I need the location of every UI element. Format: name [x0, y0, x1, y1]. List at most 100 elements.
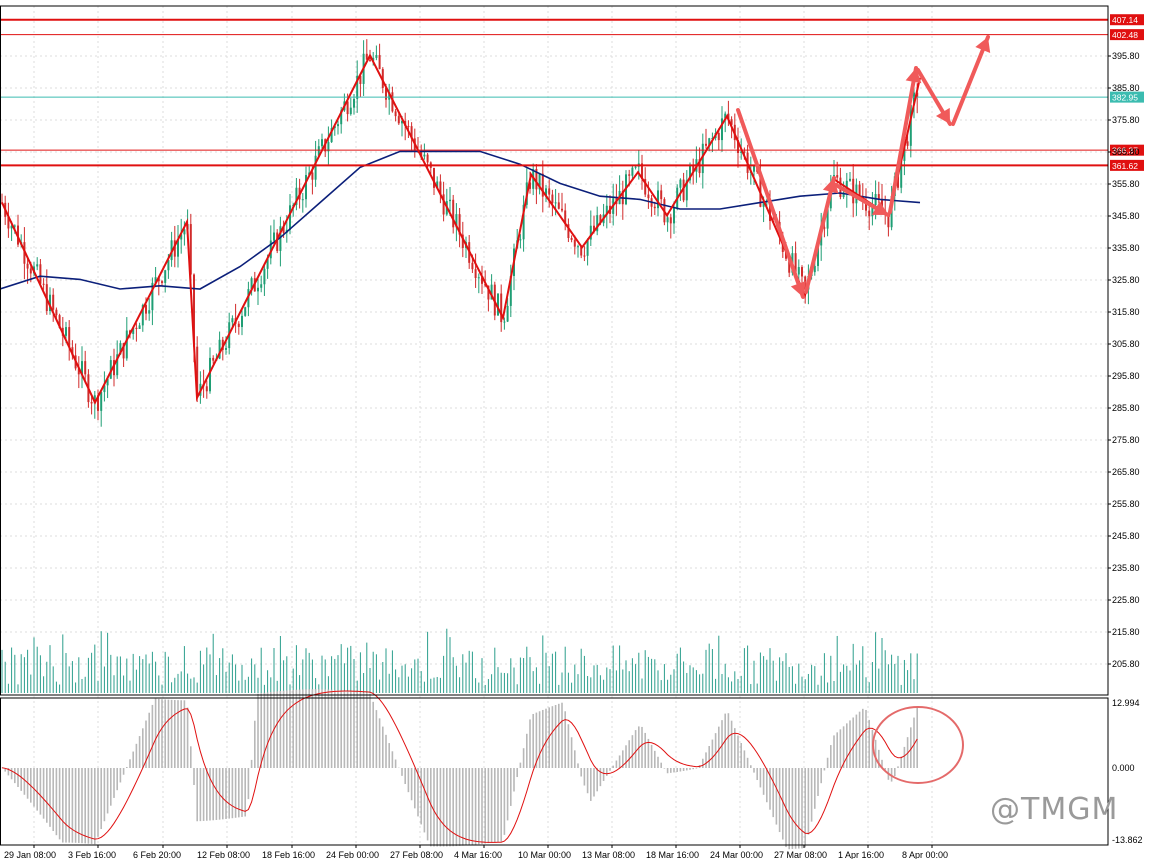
candle-body [669, 217, 672, 224]
level-366-tag-bg [1110, 144, 1144, 156]
macd-highlight-circle [872, 706, 964, 784]
projection-arrows [736, 35, 991, 299]
arrow-up-2 [888, 66, 922, 214]
candle-body [113, 360, 115, 376]
candle-body [679, 179, 682, 188]
candle-body [426, 154, 429, 163]
candle-body [541, 173, 544, 197]
candle-body [71, 347, 74, 356]
candle-body [13, 225, 16, 227]
candle-body [506, 305, 509, 322]
candle-body [813, 265, 816, 273]
candle-body [26, 263, 29, 269]
candle-body [455, 214, 458, 228]
candle-body [391, 92, 394, 112]
candle-body [151, 282, 154, 311]
candle-body [503, 321, 506, 323]
candle-body [442, 194, 445, 215]
level-current-tag-bg [1110, 91, 1144, 103]
price-tick-label: 235.80 [1112, 563, 1140, 573]
candle-body [538, 173, 541, 190]
time-tick-label: 24 Mar 00:00 [710, 850, 763, 859]
candle-body [145, 305, 147, 314]
candle-body [177, 239, 179, 257]
price-tick-label: 265.80 [1112, 467, 1140, 477]
candle-body [685, 180, 688, 201]
candle-body [605, 205, 608, 215]
candle-body [180, 234, 183, 240]
candle-body [138, 325, 141, 329]
candle-body [631, 167, 634, 176]
arrow-up-3-head [975, 37, 991, 53]
time-tick-label: 27 Mar 08:00 [774, 850, 827, 859]
candle-body [535, 168, 538, 190]
candle-body [545, 188, 547, 197]
candle-body [887, 214, 890, 228]
arrow-up-2-head [905, 68, 922, 84]
candle-body [385, 87, 387, 100]
candle-body [554, 202, 557, 204]
candle-body [148, 310, 151, 314]
candle-body [634, 166, 637, 168]
candle-body [529, 182, 531, 189]
price-tick-label: 365.80 [1112, 147, 1140, 157]
candle-body [897, 176, 899, 188]
price-tick-label: 385.80 [1112, 83, 1140, 93]
time-tick-label: 10 Mar 00:00 [518, 850, 571, 859]
price-tick-label: 205.80 [1112, 659, 1140, 669]
candle-body [125, 330, 128, 359]
candle-body [356, 75, 359, 99]
candle-body [580, 246, 583, 256]
candle-body [375, 55, 378, 58]
candle-body [10, 225, 13, 229]
arrow-down-3 [916, 68, 952, 126]
time-tick-label: 18 Mar 16:00 [646, 850, 699, 859]
candle-body [477, 277, 480, 279]
candle-body [692, 165, 695, 172]
candle-body [660, 190, 663, 200]
candle-body [647, 194, 650, 199]
candle-body [39, 264, 42, 284]
candle-body [7, 216, 10, 229]
candle-body [596, 215, 599, 232]
candle-body [762, 201, 765, 207]
candle-body [132, 327, 135, 334]
candle-body [372, 57, 375, 61]
candle-body [689, 165, 691, 181]
candle-body [279, 226, 282, 251]
candle-body [42, 283, 45, 285]
candle-body [909, 104, 912, 146]
candle-body [653, 206, 656, 209]
price-tick-label: 245.80 [1112, 531, 1140, 541]
candle-body [97, 395, 99, 411]
macd-zero-label: 0.000 [1112, 763, 1135, 773]
time-tick-label: 1 Apr 16:00 [838, 850, 884, 859]
candle-body [490, 284, 493, 300]
candle-body [196, 346, 199, 396]
candle-body [877, 194, 880, 200]
candle-body [900, 160, 903, 188]
candle-body [237, 323, 240, 327]
candle-body [593, 225, 595, 232]
candle-body [257, 287, 259, 292]
candle-body [266, 258, 269, 269]
candle-body [84, 361, 87, 375]
candle-body [724, 113, 727, 119]
candle-body [737, 140, 739, 153]
candle-body [317, 146, 320, 156]
candle-body [500, 293, 503, 323]
candle-body [359, 75, 362, 84]
candle-body [289, 205, 291, 230]
candle-body [551, 194, 554, 204]
horizontal-levels[interactable]: 407.14 402.48 382.95 366.37 361.62 [0, 14, 1144, 171]
candle-body [327, 142, 330, 152]
candle-body [481, 277, 483, 284]
time-tick-label: 18 Feb 16:00 [262, 850, 315, 859]
candle-body [666, 217, 669, 223]
candle-body [705, 143, 707, 146]
candle-body [314, 155, 317, 180]
candle-body [801, 267, 803, 277]
candle-body [311, 172, 314, 180]
